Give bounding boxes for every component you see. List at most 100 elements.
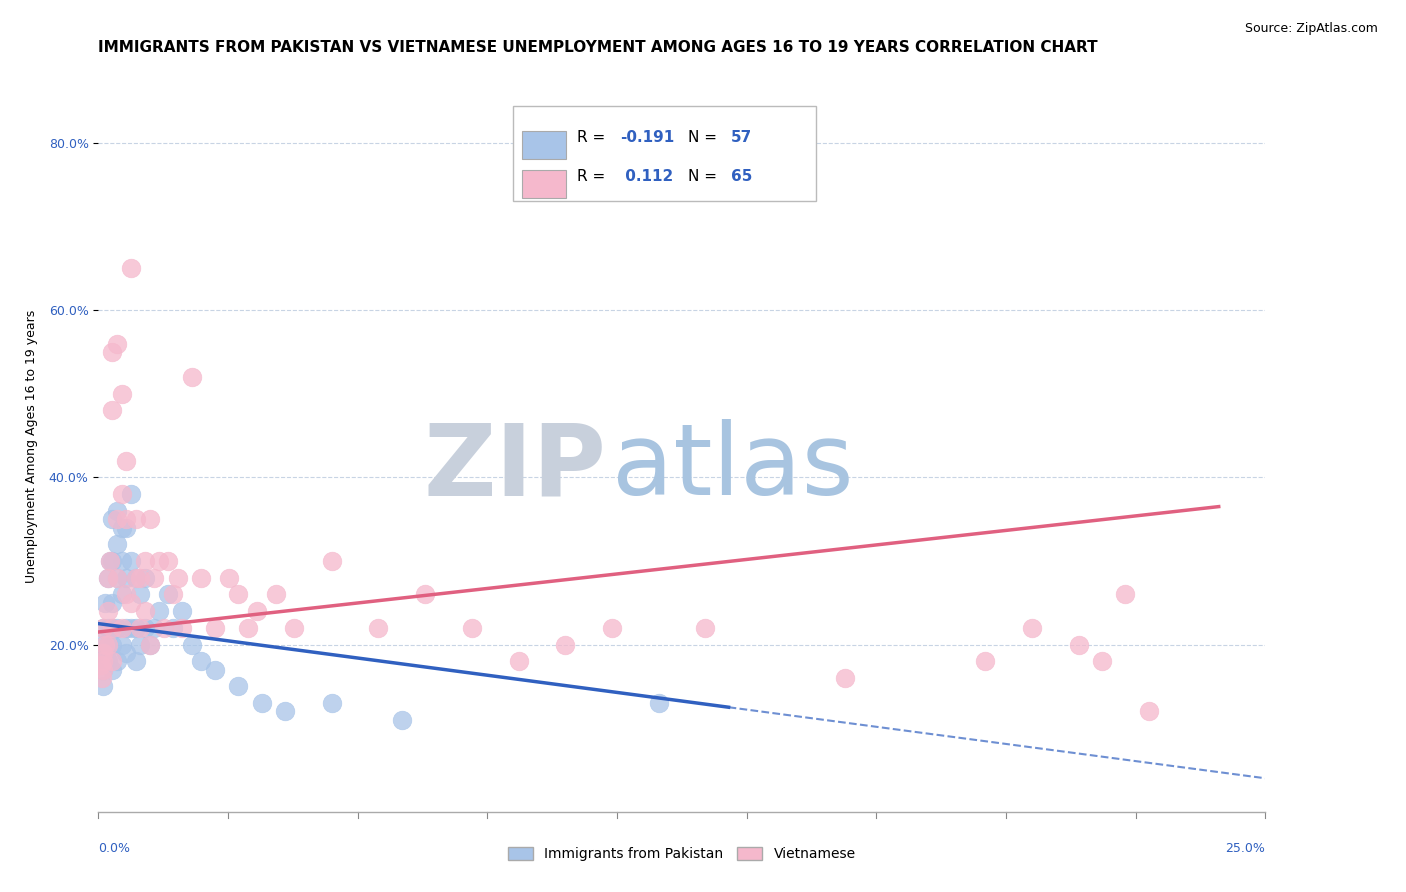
Point <box>101 345 124 359</box>
Point <box>90 658 112 673</box>
Text: -0.191: -0.191 <box>620 130 675 145</box>
Point <box>1091 654 1114 668</box>
Point <box>111 587 134 601</box>
Text: 0.0%: 0.0% <box>98 842 131 855</box>
Point <box>111 520 134 534</box>
Point <box>321 554 343 568</box>
FancyBboxPatch shape <box>513 106 815 201</box>
Text: 57: 57 <box>731 130 752 145</box>
Point <box>647 696 669 710</box>
Point <box>105 504 128 518</box>
Point <box>134 621 156 635</box>
Point <box>115 520 138 534</box>
Point <box>204 663 226 677</box>
Point <box>172 604 194 618</box>
Point <box>98 554 121 568</box>
Point <box>115 646 138 660</box>
Point <box>91 646 114 660</box>
Point <box>190 654 212 668</box>
Point <box>111 554 134 568</box>
Point <box>236 621 259 635</box>
Point <box>105 571 128 585</box>
Point <box>101 554 124 568</box>
Point <box>180 370 202 384</box>
Point <box>94 638 117 652</box>
Point <box>162 621 184 635</box>
Point <box>115 587 138 601</box>
Point <box>264 587 287 601</box>
Point <box>172 621 194 635</box>
Point <box>97 604 120 618</box>
Text: ZIP: ZIP <box>423 419 606 516</box>
Point <box>91 621 114 635</box>
Point <box>129 571 152 585</box>
FancyBboxPatch shape <box>522 131 567 160</box>
Point <box>105 571 128 585</box>
Point <box>105 336 128 351</box>
Point <box>157 554 180 568</box>
Point <box>1137 705 1160 719</box>
Point <box>143 621 166 635</box>
Point <box>101 638 124 652</box>
Point <box>139 638 162 652</box>
Point <box>250 696 273 710</box>
Text: IMMIGRANTS FROM PAKISTAN VS VIETNAMESE UNEMPLOYMENT AMONG AGES 16 TO 19 YEARS CO: IMMIGRANTS FROM PAKISTAN VS VIETNAMESE U… <box>98 40 1098 55</box>
Point <box>111 638 134 652</box>
Point <box>111 487 134 501</box>
Point <box>367 621 389 635</box>
Point <box>91 638 114 652</box>
Point <box>125 571 148 585</box>
Point <box>90 671 112 685</box>
Text: N =: N = <box>688 130 721 145</box>
Point <box>111 386 134 401</box>
Point <box>190 571 212 585</box>
Point <box>115 571 138 585</box>
Point <box>115 621 138 635</box>
Point <box>321 696 343 710</box>
Point <box>125 654 148 668</box>
Point <box>974 654 997 668</box>
Point <box>91 663 114 677</box>
Text: 25.0%: 25.0% <box>1226 842 1265 855</box>
Point <box>139 512 162 526</box>
Point <box>97 654 120 668</box>
Point <box>91 654 114 668</box>
Point <box>1021 621 1043 635</box>
Point <box>101 654 124 668</box>
Point <box>283 621 305 635</box>
Point <box>120 621 142 635</box>
Point <box>91 679 114 693</box>
Point <box>120 596 142 610</box>
Point <box>246 604 269 618</box>
Point <box>105 512 128 526</box>
Point <box>391 713 413 727</box>
Point <box>1114 587 1136 601</box>
Point <box>508 654 530 668</box>
Point <box>554 638 576 652</box>
Point <box>101 663 124 677</box>
Point <box>143 571 166 585</box>
FancyBboxPatch shape <box>522 170 567 198</box>
Point <box>228 587 250 601</box>
Point <box>111 621 134 635</box>
Point <box>120 261 142 276</box>
Point <box>91 663 114 677</box>
Text: R =: R = <box>576 169 610 184</box>
Legend: Immigrants from Pakistan, Vietnamese: Immigrants from Pakistan, Vietnamese <box>503 841 860 867</box>
Point <box>97 571 120 585</box>
Point <box>90 654 112 668</box>
Point <box>115 453 138 467</box>
Point <box>134 554 156 568</box>
Point <box>120 487 142 501</box>
Point <box>157 587 180 601</box>
Point <box>148 604 170 618</box>
Point <box>600 621 623 635</box>
Point <box>105 537 128 551</box>
Point <box>91 621 114 635</box>
Point <box>120 554 142 568</box>
Point <box>134 571 156 585</box>
Text: Source: ZipAtlas.com: Source: ZipAtlas.com <box>1244 22 1378 36</box>
Point <box>204 621 226 635</box>
Point <box>413 587 436 601</box>
Point <box>152 621 174 635</box>
